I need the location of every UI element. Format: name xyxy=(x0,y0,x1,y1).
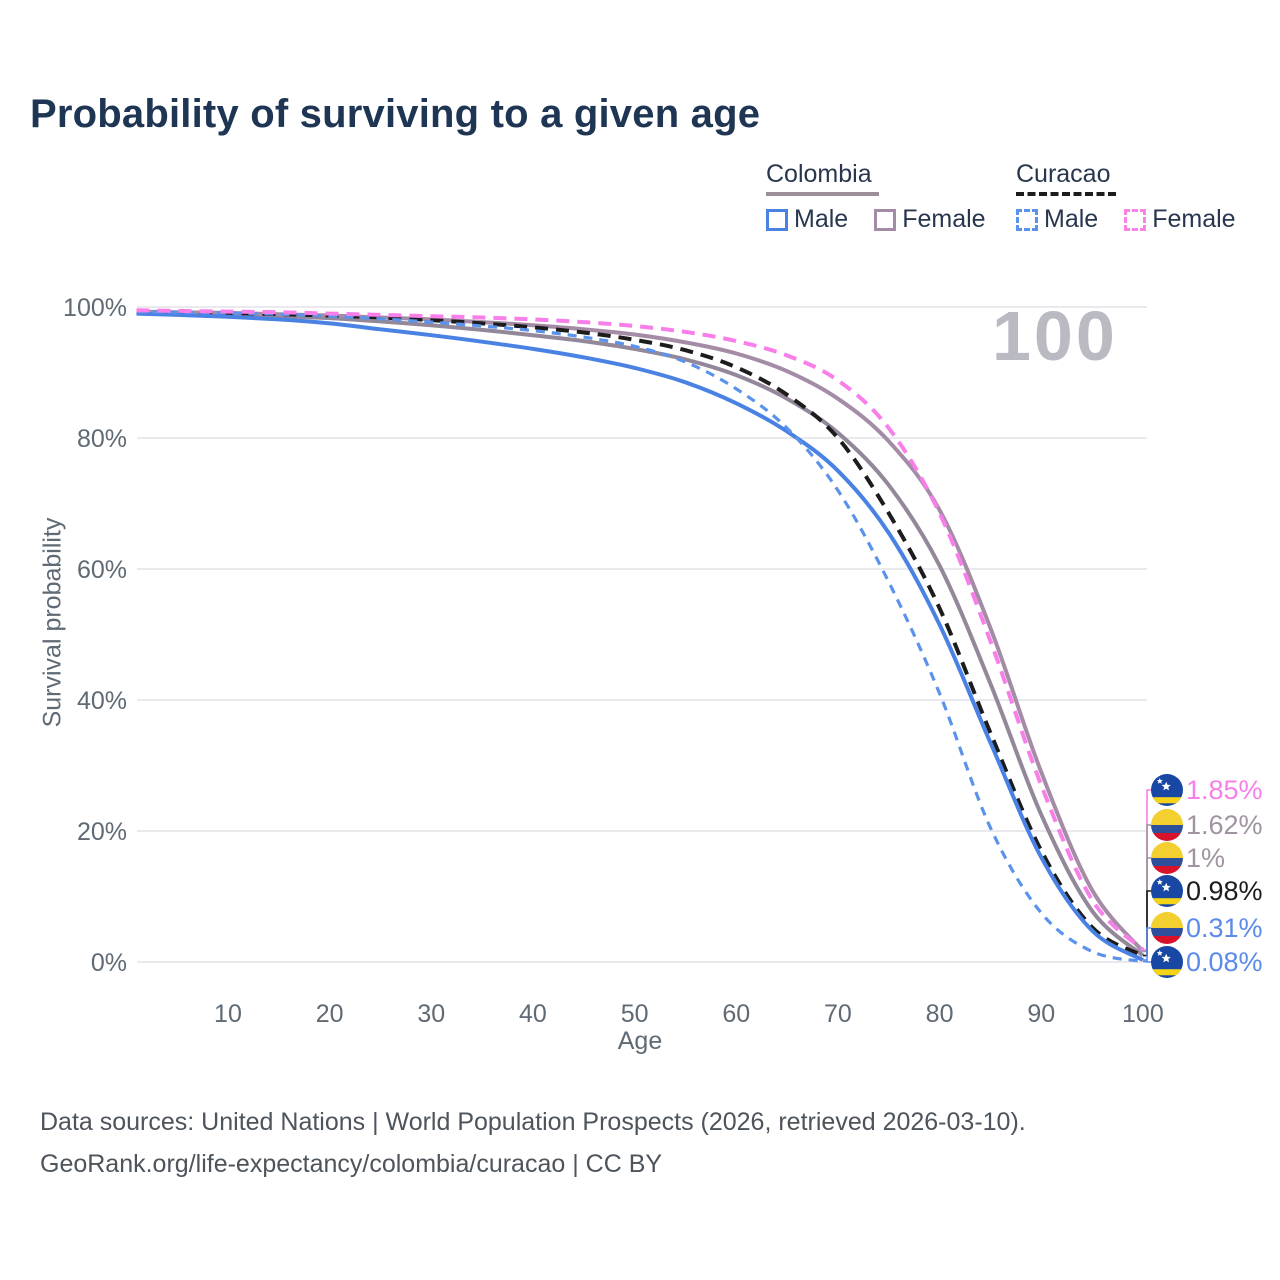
x-tick-label: 80 xyxy=(926,1000,954,1028)
curacao-flag-icon xyxy=(1151,875,1183,907)
curve-colombia-male xyxy=(136,311,1144,962)
end-label-leader xyxy=(1143,927,1151,961)
curve-curacao-male xyxy=(136,310,1144,964)
footer-data-sources: Data sources: United Nations | World Pop… xyxy=(40,1108,1026,1136)
legend-curacao-male-label: Male xyxy=(1044,205,1099,233)
y-tick-label: 60% xyxy=(77,556,127,584)
x-tick-label: 40 xyxy=(519,1000,547,1028)
colombia-male-swatch-icon xyxy=(766,208,788,231)
legend-curacao-female-label: Female xyxy=(1152,205,1236,233)
legend-colombia-female-label: Female xyxy=(902,205,986,233)
footer-attribution-link[interactable]: GeoRank.org/life-expectancy/colombia/cur… xyxy=(40,1150,663,1178)
colombia-flag-icon xyxy=(1151,842,1183,874)
legend-colombia-female[interactable]: Female xyxy=(874,205,986,234)
x-tick-label: 50 xyxy=(621,1000,649,1028)
legend-group-curacao: Curacao Male Female xyxy=(1016,160,1236,234)
legend-curacao-female[interactable]: Female xyxy=(1124,205,1236,234)
x-tick-label: 20 xyxy=(316,1000,344,1028)
x-tick-label: 100 xyxy=(1122,1000,1164,1028)
colombia-female-swatch-icon xyxy=(874,208,897,231)
curacao-female-swatch-icon xyxy=(1124,208,1147,231)
curacao-flag-icon xyxy=(1151,946,1183,978)
legend-colombia-male-label: Male xyxy=(794,205,849,233)
end-label-value: 1.62% xyxy=(1186,810,1263,840)
end-label-leader xyxy=(1143,890,1151,957)
end-label-value: 0.31% xyxy=(1186,913,1263,943)
end-label-value: 0.98% xyxy=(1186,876,1263,906)
y-tick-label: 80% xyxy=(77,425,127,453)
end-label-value: 0.08% xyxy=(1186,947,1263,977)
end-label-value: 1.85% xyxy=(1186,775,1263,805)
curve-colombia-all xyxy=(136,310,1145,958)
legend-curacao-male[interactable]: Male xyxy=(1016,205,1098,234)
curve-curacao-female xyxy=(136,308,1145,952)
y-tick-label: 0% xyxy=(91,949,127,977)
x-tick-label: 90 xyxy=(1027,1000,1055,1028)
legend-colombia-title[interactable]: Colombia xyxy=(766,160,872,188)
x-tick-label: 30 xyxy=(417,1000,445,1028)
colombia-flag-icon xyxy=(1151,912,1183,944)
y-tick-label: 100% xyxy=(63,294,127,322)
y-tick-label: 20% xyxy=(77,818,127,846)
star-icon xyxy=(1161,882,1171,892)
watermark-age-100: 100 xyxy=(992,297,1118,375)
x-axis-title: Age xyxy=(617,1027,663,1055)
end-label-leader xyxy=(1143,960,1151,963)
star-icon xyxy=(1161,781,1171,791)
legend-curacao-all-line xyxy=(1016,192,1116,196)
curve-colombia-female xyxy=(136,309,1145,953)
star-icon xyxy=(1161,953,1171,963)
y-tick-label: 40% xyxy=(77,687,127,715)
x-tick-label: 60 xyxy=(722,1000,750,1028)
page-title: Probability of surviving to a given age xyxy=(30,92,761,136)
legend-colombia-male[interactable]: Male xyxy=(766,205,848,234)
star-icon xyxy=(1156,950,1163,956)
x-tick-label: 10 xyxy=(214,1000,242,1028)
curacao-flag-icon xyxy=(1151,774,1183,806)
curacao-male-swatch-icon xyxy=(1016,208,1038,231)
x-tick-label: 70 xyxy=(824,1000,852,1028)
legend-colombia-all-line xyxy=(766,192,879,196)
legend-curacao-title[interactable]: Curacao xyxy=(1016,160,1111,188)
legend-group-colombia: Colombia Male Female xyxy=(766,160,986,234)
star-icon xyxy=(1156,778,1163,784)
star-icon xyxy=(1156,879,1163,885)
colombia-flag-icon xyxy=(1151,809,1183,841)
end-label-value: 1% xyxy=(1186,843,1225,873)
